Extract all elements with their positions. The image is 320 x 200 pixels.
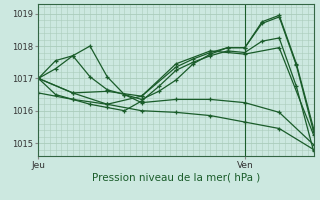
X-axis label: Pression niveau de la mer( hPa ): Pression niveau de la mer( hPa ) xyxy=(92,173,260,183)
